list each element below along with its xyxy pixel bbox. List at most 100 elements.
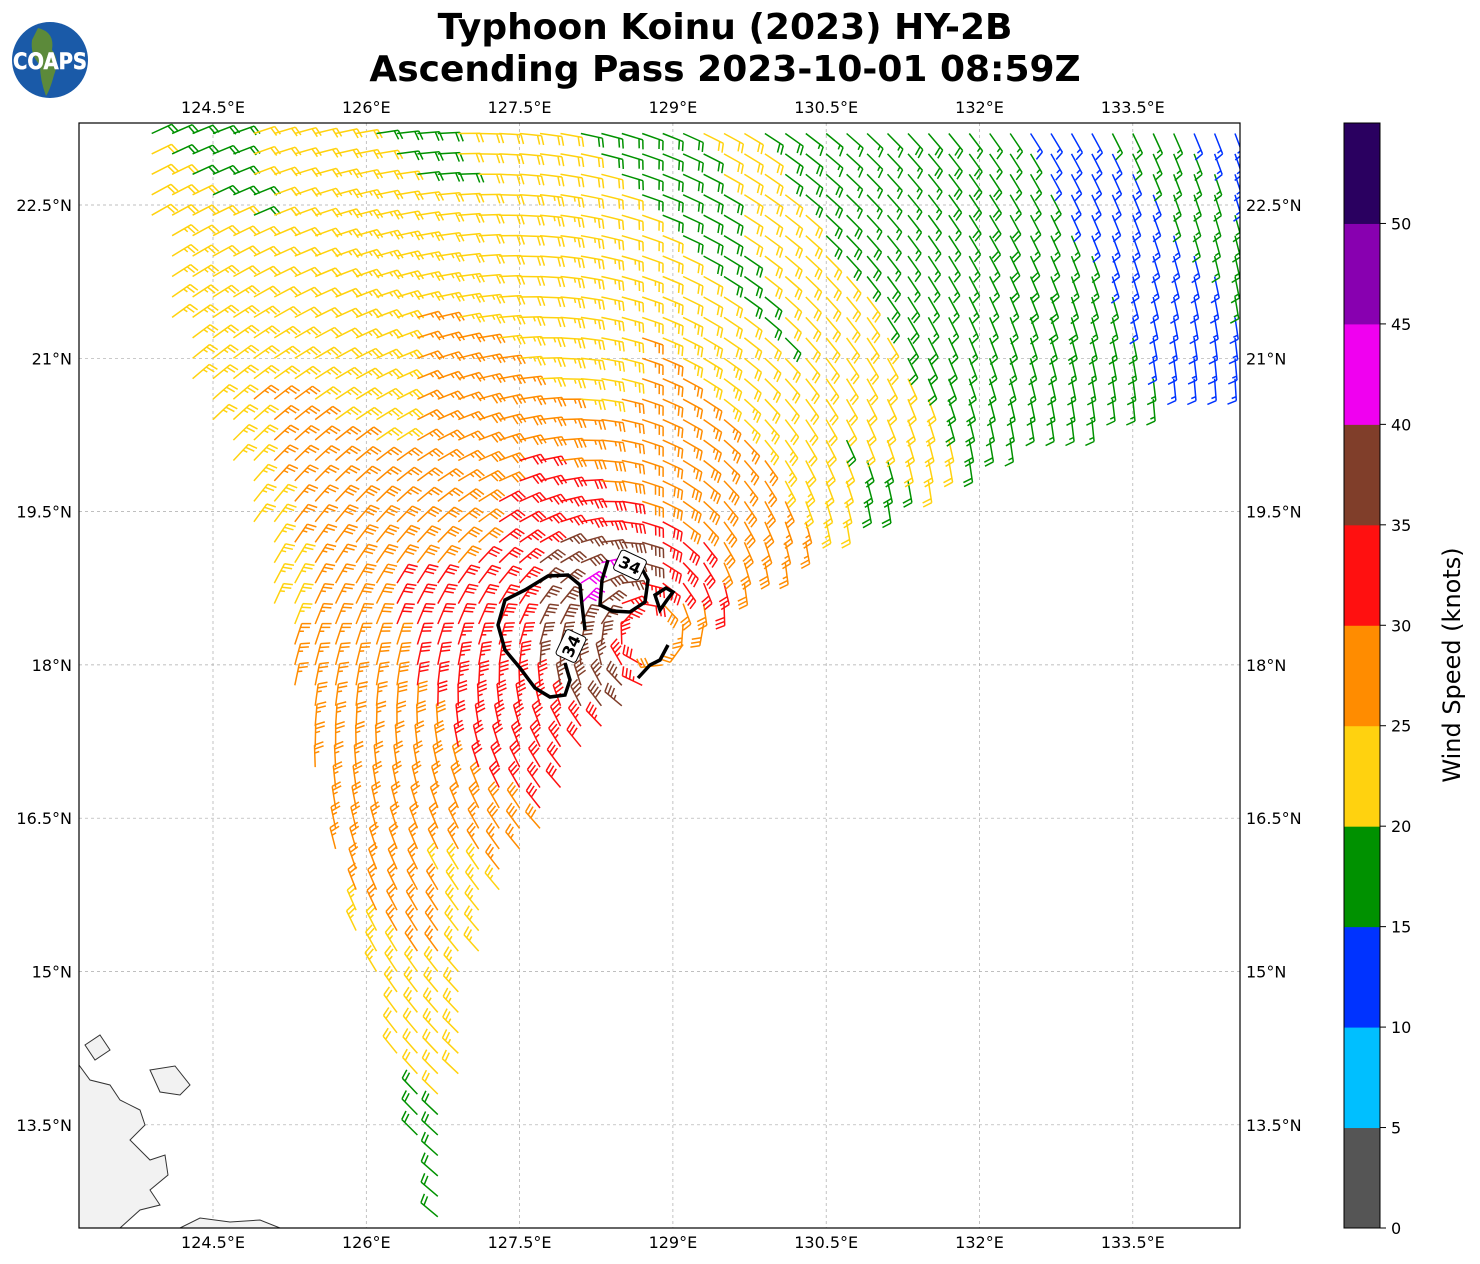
- wind-barb: [580, 398, 606, 411]
- wind-barb: [273, 483, 298, 502]
- wind-barb: [314, 642, 331, 666]
- wind-barb: [924, 439, 935, 468]
- wind-barb: [403, 986, 418, 1013]
- wind-barb: [232, 364, 260, 380]
- wind-barb: [396, 680, 408, 706]
- wind-barb: [1146, 399, 1156, 426]
- wind-barb: [886, 296, 901, 324]
- wind-barb: [621, 214, 644, 232]
- wind-barb: [641, 439, 664, 457]
- wind-barb: [396, 544, 420, 564]
- wind-barb: [486, 802, 500, 829]
- wind-barb: [485, 822, 500, 850]
- wind-barb: [375, 485, 402, 502]
- wind-barb: [825, 255, 843, 281]
- wind-barb: [764, 398, 781, 424]
- wind-barb: [866, 132, 884, 158]
- wind-barb: [682, 398, 704, 420]
- wind-barb: [1007, 378, 1017, 406]
- wind-barb: [886, 255, 902, 282]
- wind-barb: [764, 275, 783, 300]
- wind-barb: [825, 173, 844, 198]
- wind-barb: [641, 377, 664, 396]
- wind-barb: [417, 389, 445, 400]
- wind-barb: [539, 255, 566, 268]
- wind-barb: [866, 419, 877, 447]
- wind-barb: [560, 275, 586, 289]
- wind-barb: [498, 546, 524, 564]
- wind-barb: [273, 503, 297, 523]
- wind-barb: [805, 255, 823, 280]
- wind-barb: [396, 563, 418, 584]
- wind-barb: [559, 603, 580, 625]
- wind-barb: [1070, 153, 1083, 181]
- wind-barb: [505, 823, 521, 850]
- lon-tick-label: 132°E: [955, 1233, 1004, 1252]
- wind-barb: [458, 352, 486, 363]
- wind-barb: [396, 602, 415, 625]
- wind-barb: [355, 700, 367, 727]
- wind-barb: [845, 419, 858, 447]
- wind-barb: [253, 245, 281, 257]
- wind-barb: [1132, 153, 1143, 181]
- wind-barb: [904, 439, 916, 468]
- wind-barb: [446, 842, 459, 870]
- wind-barb: [948, 153, 963, 180]
- colorbar-tick-label: 30: [1391, 616, 1411, 635]
- wind-barb: [560, 514, 588, 526]
- wind-barb: [519, 566, 544, 584]
- wind-barb: [784, 132, 804, 156]
- wind-barb: [948, 214, 962, 242]
- wind-barb: [437, 390, 465, 401]
- wind-barb: [426, 842, 439, 870]
- wind-barb: [396, 486, 422, 502]
- wind-barb: [294, 543, 316, 564]
- wind-barb: [449, 780, 460, 809]
- wind-barb: [1009, 296, 1020, 325]
- wind-barb: [212, 304, 240, 319]
- wind-barb: [294, 484, 319, 502]
- wind-barb: [442, 987, 459, 1013]
- wind-barb: [518, 622, 536, 645]
- wind-barb: [1009, 194, 1022, 222]
- wind-barb: [1111, 133, 1124, 161]
- wind-barb: [396, 150, 424, 161]
- wind-barb: [740, 562, 752, 590]
- wind-barb: [723, 378, 743, 402]
- wind-barb: [407, 842, 419, 870]
- wind-barb: [621, 480, 646, 495]
- wind-barb: [690, 623, 705, 648]
- wind-barb: [805, 419, 819, 446]
- wind-barb: [845, 460, 856, 488]
- wind-barb: [416, 544, 440, 564]
- wind-barb: [641, 398, 664, 416]
- wind-barb: [784, 316, 802, 342]
- colorbar-bin: [1344, 323, 1380, 425]
- wind-barb: [468, 781, 480, 809]
- wind-barb: [376, 129, 404, 140]
- wind-barb: [947, 378, 958, 406]
- wind-barb: [560, 194, 585, 208]
- wind-barb: [442, 1008, 459, 1034]
- wind-barb: [641, 275, 664, 294]
- wind-barb: [444, 904, 459, 932]
- wind-barb: [437, 448, 465, 462]
- wind-barb: [1029, 194, 1042, 222]
- wind-barb: [781, 542, 792, 570]
- wind-barb: [1029, 317, 1039, 345]
- wind-barb: [764, 419, 781, 445]
- wind-barb: [968, 337, 979, 365]
- wind-barb: [601, 574, 629, 588]
- wind-barb: [743, 296, 763, 320]
- wind-barb: [784, 439, 799, 467]
- wind-barb: [1227, 358, 1238, 385]
- wind-barb: [314, 602, 333, 625]
- wind-barb: [192, 284, 219, 298]
- wind-barb: [232, 384, 259, 400]
- wind-barb: [396, 170, 424, 181]
- wind-barb: [580, 275, 605, 290]
- wind-barb: [723, 398, 743, 422]
- wind-barb: [519, 453, 547, 465]
- wind-barb: [926, 398, 937, 427]
- wind-barb: [1212, 214, 1222, 243]
